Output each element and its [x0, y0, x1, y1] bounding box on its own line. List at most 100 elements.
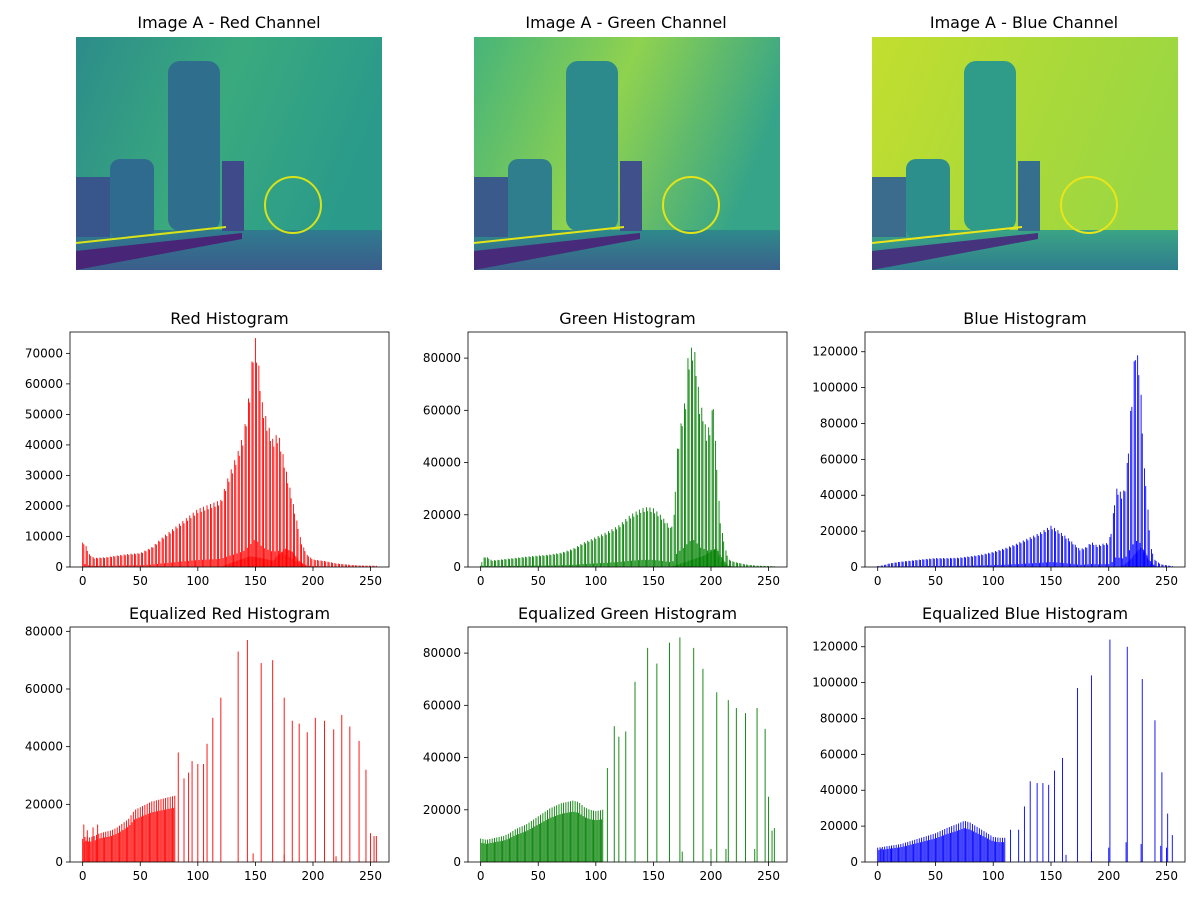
bar — [543, 821, 545, 862]
bar — [123, 822, 125, 862]
spike-bar — [1062, 757, 1063, 862]
overlay-bar — [1134, 553, 1136, 567]
bar — [1119, 491, 1121, 567]
y-tick-label: 60000 — [423, 403, 461, 417]
bar — [235, 464, 237, 567]
bar — [339, 563, 340, 567]
bar — [534, 565, 536, 567]
bar — [898, 844, 899, 862]
spike-bar — [773, 828, 775, 862]
bar — [560, 803, 562, 862]
bar — [545, 820, 547, 862]
bar — [504, 559, 506, 567]
bar — [139, 565, 141, 567]
overlay-bar — [230, 562, 232, 567]
bar — [128, 818, 130, 862]
bar — [921, 566, 923, 567]
bar — [998, 549, 1000, 567]
spike-bar — [702, 668, 704, 862]
bar — [553, 806, 555, 862]
bar — [1086, 547, 1088, 567]
bar — [595, 811, 597, 862]
spike-bar — [1077, 687, 1079, 862]
bar — [184, 561, 186, 567]
bar — [116, 555, 118, 567]
bar — [266, 430, 268, 567]
y-tick-label: 30000 — [25, 468, 63, 482]
bar — [215, 559, 217, 567]
bar — [1169, 565, 1171, 567]
bar — [192, 512, 194, 567]
bar — [877, 566, 879, 567]
bar — [152, 547, 154, 567]
bar — [935, 565, 936, 567]
bar — [485, 843, 487, 862]
bar — [987, 838, 988, 862]
plot-frame — [69, 626, 390, 863]
bar — [591, 819, 593, 862]
bar — [895, 562, 897, 567]
bar — [884, 846, 886, 862]
bar — [974, 825, 976, 862]
bar — [617, 562, 619, 567]
spike-bar — [1090, 675, 1092, 862]
bar — [541, 822, 543, 862]
bar — [114, 556, 116, 567]
bar — [137, 553, 139, 567]
x-tick-label: 50 — [531, 869, 546, 883]
overlay-bar — [679, 563, 681, 567]
overlay-bar — [1138, 549, 1140, 567]
bars — [877, 355, 1173, 567]
bar — [189, 515, 191, 567]
bar — [933, 558, 935, 567]
bar — [968, 557, 970, 567]
bar — [954, 831, 956, 862]
bar — [952, 832, 954, 862]
bar — [983, 831, 985, 862]
bar — [551, 565, 553, 567]
bar — [1131, 406, 1133, 567]
bar — [304, 551, 306, 567]
bar — [892, 848, 894, 862]
bar — [112, 829, 114, 862]
bar — [517, 565, 518, 567]
bar — [735, 562, 737, 567]
bar — [1003, 842, 1005, 862]
bar — [962, 565, 964, 567]
bar — [138, 554, 140, 567]
bar — [984, 837, 986, 862]
bar — [168, 808, 170, 862]
bar — [570, 549, 571, 567]
x-tick-label: 100 — [982, 869, 1005, 883]
bar — [492, 566, 494, 567]
bar — [651, 559, 653, 567]
bar — [547, 810, 548, 862]
bar — [181, 561, 183, 567]
bar — [132, 811, 134, 862]
bar — [968, 829, 970, 862]
spike-bar — [1154, 720, 1156, 862]
bar — [612, 531, 614, 567]
spike-bar — [370, 833, 372, 862]
bar — [1049, 562, 1051, 567]
bar — [104, 557, 105, 567]
bar — [1075, 547, 1077, 567]
plot-frame — [864, 331, 1186, 568]
overlay-bar — [292, 553, 294, 567]
bar — [572, 564, 574, 567]
bar — [166, 809, 168, 862]
spike-bar — [197, 763, 199, 862]
overlay-bar — [714, 549, 715, 567]
bar — [936, 838, 938, 862]
y-tick-label: 20000 — [25, 499, 63, 513]
bar — [527, 565, 529, 567]
bar — [506, 566, 508, 567]
bar — [1082, 549, 1084, 567]
bar — [667, 527, 669, 567]
bar — [929, 839, 931, 862]
bar — [145, 814, 147, 862]
spike-bar — [373, 836, 375, 862]
bar — [212, 559, 214, 567]
bar — [1117, 494, 1119, 567]
bar — [537, 565, 539, 567]
